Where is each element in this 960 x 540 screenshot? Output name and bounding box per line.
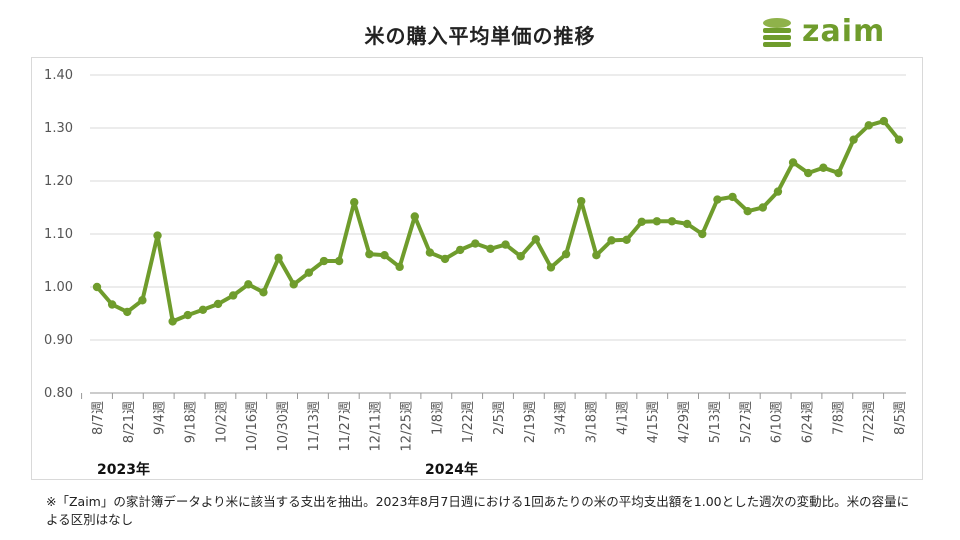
logo-text: zaim [802,14,886,49]
data-point [516,252,525,261]
chart-title: 米の購入平均単価の推移 [364,24,596,48]
data-point [546,263,556,272]
data-point [380,251,389,260]
data-point [788,158,798,167]
data-point [501,240,510,249]
x-tick-label: 7/22週 [862,401,877,443]
x-tick-label: 5/27週 [739,401,754,443]
x-tick-label: 6/10週 [770,401,785,443]
x-tick-label: 9/18週 [184,401,199,443]
data-point [410,212,419,221]
data-point [289,280,298,289]
x-tick-label: 2/19週 [523,401,538,443]
x-tick-label: 10/30週 [276,401,291,451]
data-point [274,253,283,263]
x-tick-label: 1/8週 [430,401,445,435]
year-label-2024: 2024年 [425,462,478,478]
data-point [198,305,208,314]
data-point [728,192,737,202]
data-point [743,207,752,216]
data-point [486,244,495,254]
data-point [92,282,102,292]
data-point [350,198,359,207]
data-point [365,249,374,259]
data-point [107,300,117,309]
data-point [123,307,132,317]
data-point [879,116,889,126]
data-point [819,163,828,172]
x-tick-label: 12/11週 [369,401,384,451]
y-tick-label: 0.90 [44,333,73,348]
data-point [773,187,783,196]
data-point [637,217,646,227]
data-point [834,168,843,178]
x-tick-label: 4/29週 [677,401,692,443]
x-tick-label: 3/4週 [554,401,569,435]
data-point [622,235,631,245]
data-point [667,217,677,226]
series-line [95,119,901,324]
y-tick-label: 1.00 [44,280,73,295]
data-point [153,231,162,240]
year-label-2023: 2023年 [97,462,150,478]
data-point [561,249,571,259]
data-point [259,288,268,297]
x-tick-label: 12/25週 [399,401,414,451]
y-tick-label: 1.40 [44,68,73,83]
data-point [698,229,707,239]
x-tick-label: 4/15週 [646,401,661,443]
data-point [652,217,662,226]
data-point [183,310,192,320]
coin-stack-icon [763,18,791,47]
data-point [894,135,904,144]
data-point [334,256,344,266]
data-point [592,251,601,260]
x-tick-label: 8/7週 [91,401,106,435]
chart-frame [31,57,923,480]
x-tick-label: 5/13週 [708,401,723,443]
x-tick-label: 11/27週 [338,401,353,451]
data-point [455,245,465,255]
x-tick-label: 6/24週 [800,401,815,443]
x-tick-label: 8/21週 [122,401,137,443]
x-tick-label: 8/5週 [893,401,908,435]
data-point [804,168,813,178]
data-point [713,195,722,204]
data-point [319,256,329,266]
data-point [864,121,873,130]
data-point [577,196,586,206]
data-point [849,135,858,144]
data-point [425,248,435,257]
x-tick-label: 2/5週 [492,401,507,435]
y-tick-label: 1.20 [44,174,73,189]
data-point [607,236,616,245]
data-point [682,219,692,229]
data-point [228,291,238,300]
data-point [758,203,768,212]
zaim-logo: zaim [760,14,910,54]
x-tick-label: 3/18週 [585,401,600,443]
data-point [304,268,314,277]
data-point [138,296,147,305]
y-tick-label: 1.30 [44,121,73,136]
data-point [440,254,450,264]
x-tick-label: 7/8週 [831,401,846,435]
data-point [531,235,541,244]
x-tick-label: 10/16週 [245,401,260,451]
x-tick-label: 9/4週 [153,401,168,435]
x-tick-label: 1/22週 [461,401,476,443]
data-point [213,299,223,309]
data-point [395,262,404,272]
x-tick-label: 11/13週 [307,401,322,451]
y-tick-label: 0.80 [44,386,73,401]
data-point [168,317,177,326]
x-tick-label: 4/1週 [615,401,630,435]
data-point [244,280,253,289]
x-tick-label: 10/2週 [214,401,229,443]
footnote: ※「Zaim」の家計簿データより米に該当する支出を抽出。2023年8月7日週にお… [46,494,910,527]
y-tick-label: 1.10 [44,227,73,242]
data-point [471,239,480,248]
